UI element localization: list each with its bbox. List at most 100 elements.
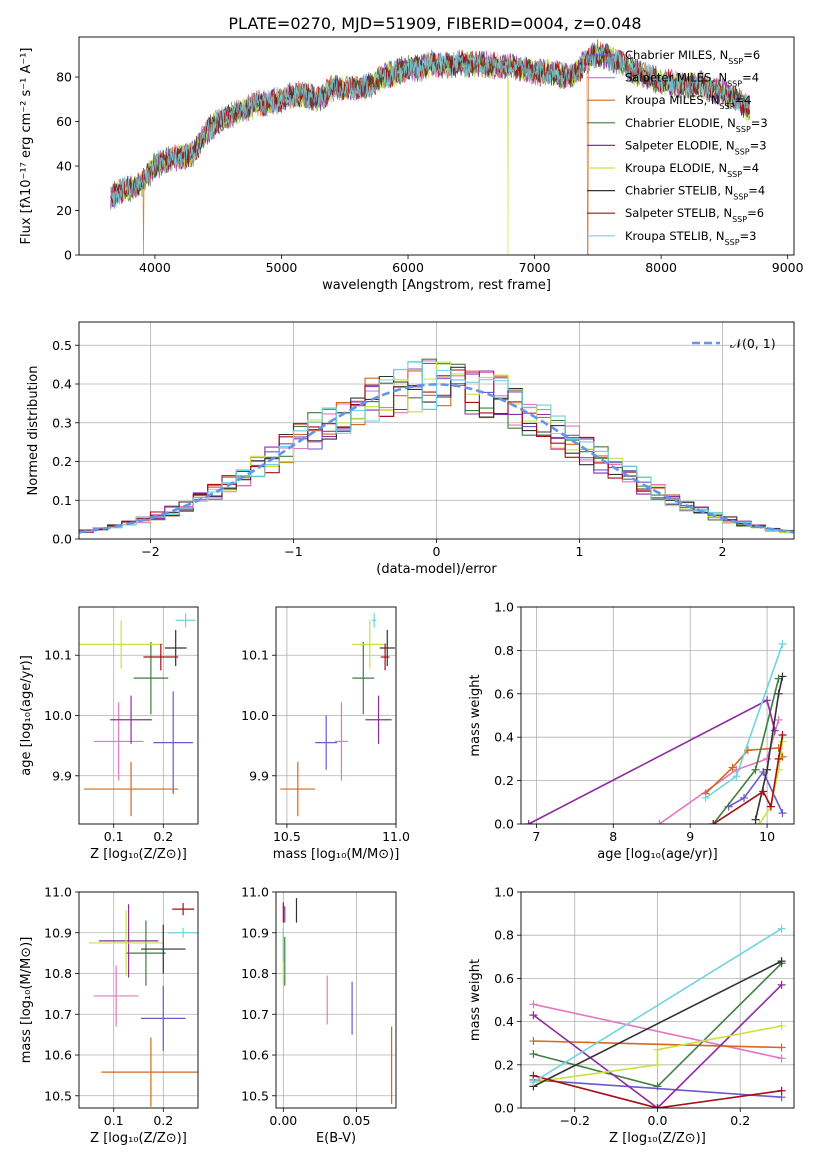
x-tick-label: 11.0 <box>382 829 410 844</box>
axes: 0.1 0.2 9.9 10.0 10.1 Z [log₁₀(Z/Z⊙)] age [log… <box>19 606 199 862</box>
weight-marker <box>529 1011 538 1020</box>
x-axis-label: Z [log₁₀(Z/Z⊙)] <box>90 1131 187 1146</box>
weight-marker <box>728 763 737 772</box>
x-tick-label: 0.2 <box>153 1113 173 1128</box>
weight-marker <box>529 1078 538 1087</box>
panel-age-vs-mass: 10.5 11.0 9.9 10.0 10.1 mass [log₁₀(M/M⊙)] <box>241 606 410 862</box>
weight-marker <box>653 1104 662 1108</box>
y-axis-label: Normed distribution <box>26 366 41 496</box>
weight-marker <box>774 754 783 763</box>
y-tick-label: 0.4 <box>494 1014 514 1029</box>
weight-marker <box>763 754 772 763</box>
x-axis-label: E(B-V) <box>316 1131 356 1146</box>
grid-lines <box>79 891 198 1108</box>
errorbar-point <box>101 1037 198 1107</box>
weight-marker <box>653 1082 662 1091</box>
y-tick-label: 10.9 <box>241 925 269 940</box>
y-tick-label: 20 <box>56 203 72 218</box>
weight-marker <box>755 820 764 824</box>
legend: Chabrier MILES, NSSP=6 Salpeter MILES, NS… <box>587 48 768 246</box>
y-tick-label: 10.8 <box>44 966 72 981</box>
weight-line <box>533 1040 782 1049</box>
grid-lines <box>276 891 396 1108</box>
errorbar-point <box>168 927 198 938</box>
errorbar-point <box>280 761 316 817</box>
x-tick-label: 10.5 <box>273 829 301 844</box>
y-tick-label: 0.8 <box>494 643 514 658</box>
errorbar-point <box>140 985 186 1051</box>
y-tick-label: 9.9 <box>249 768 269 783</box>
plot-area <box>79 613 196 817</box>
weight-marker <box>774 765 783 774</box>
x-tick-label: 7000 <box>519 260 551 275</box>
weight-marker <box>653 1060 662 1069</box>
errorbar-point <box>143 643 179 671</box>
weight-marker <box>777 957 786 966</box>
y-tick-label: 80 <box>56 70 72 85</box>
y-tick-label: 1.0 <box>494 885 514 900</box>
weight-marker <box>777 1021 786 1030</box>
grid-lines <box>521 606 794 825</box>
weight-series <box>751 672 787 824</box>
errorbar-point <box>133 641 169 715</box>
x-tick-label: 0.1 <box>104 829 124 844</box>
y-tick-label: 10.6 <box>44 1048 72 1063</box>
y-tick-label: 0.0 <box>52 532 72 547</box>
axes: 0.1 0.2 10.5 10.6 10.7 10.8 10.9 11.0 Z [log₁₀(Z… <box>19 885 199 1146</box>
errorbar-point <box>175 613 196 628</box>
errorbar-point <box>334 702 348 781</box>
x-tick-label: 0.2 <box>730 1113 750 1128</box>
weight-marker <box>778 809 787 818</box>
weight-marker <box>653 1045 662 1054</box>
legend-entry: Chabrier STELIB, NSSP=4 <box>625 184 765 202</box>
y-tick-label: 0.6 <box>494 686 514 701</box>
weight-marker <box>763 765 772 774</box>
y-tick-label: 10.0 <box>241 708 269 723</box>
axes: 0.00 0.05 10.5 10.6 10.7 10.8 10.9 11.0 E(B-V) <box>241 885 397 1146</box>
errorbar-point <box>164 629 187 667</box>
weight-line <box>532 928 783 1083</box>
histogram-step <box>79 361 794 532</box>
weight-line <box>533 1074 782 1108</box>
weight-marker <box>529 1000 538 1009</box>
plot-area <box>110 39 750 255</box>
y-tick-label: 60 <box>56 114 72 129</box>
weight-marker <box>751 765 760 774</box>
weight-series <box>524 696 779 824</box>
errorbar-point <box>140 924 186 974</box>
errorbar-point <box>110 695 152 744</box>
legend-entry: Salpeter ELODIE, NSSP=3 <box>625 138 767 156</box>
x-tick-label: −1 <box>284 544 302 559</box>
x-tick-label: 5000 <box>266 260 298 275</box>
errorbar-point <box>172 903 195 916</box>
y-tick-label: 0.0 <box>494 1101 514 1116</box>
weight-marker <box>529 1050 538 1058</box>
x-tick-label: 8 <box>609 829 617 844</box>
weight-marker <box>701 793 710 802</box>
y-axis-label: mass [log₁₀(M/M⊙)] <box>19 937 34 1064</box>
panel-mass-vs-Z: 0.1 0.2 10.5 10.6 10.7 10.8 10.9 11.0 Z [log₁₀(Z… <box>19 885 199 1146</box>
y-tick-label: 0.2 <box>494 773 514 788</box>
y-tick-label: 10.5 <box>241 1088 269 1103</box>
weight-marker <box>777 1054 786 1063</box>
weight-marker <box>524 820 533 824</box>
y-tick-label: 11.0 <box>44 885 72 900</box>
y-tick-label: 1.0 <box>494 600 514 615</box>
weight-marker <box>751 815 760 824</box>
y-tick-label: 10.9 <box>44 925 72 940</box>
axes: 4000 5000 6000 7000 8000 9000 0 20 40 60 80 wavelen… <box>19 36 804 293</box>
errorbar-point <box>380 643 390 671</box>
weight-marker <box>777 1043 786 1052</box>
grid-lines <box>521 891 794 1109</box>
y-tick-label: 10.0 <box>44 708 72 723</box>
weight-marker <box>655 820 664 824</box>
x-tick-label: 9000 <box>772 260 804 275</box>
weight-marker <box>777 980 786 989</box>
weight-series <box>529 1037 786 1052</box>
y-tick-label: 0.5 <box>52 338 72 353</box>
weight-series <box>709 731 787 824</box>
weight-marker <box>777 924 786 933</box>
errorbar-point <box>88 910 164 976</box>
axes-frame <box>78 36 795 256</box>
y-tick-label: 10.6 <box>241 1048 269 1063</box>
